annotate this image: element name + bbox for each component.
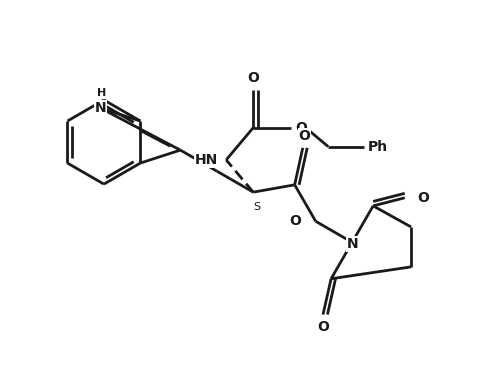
Text: HN: HN (195, 153, 218, 167)
Text: Ph: Ph (368, 140, 388, 154)
Text: N: N (346, 237, 358, 251)
Text: O: O (317, 320, 329, 334)
Text: O: O (247, 71, 259, 85)
Text: O: O (417, 191, 429, 205)
Text: O: O (295, 121, 307, 135)
Text: N: N (95, 101, 106, 115)
Text: S: S (254, 202, 261, 212)
Text: O: O (289, 214, 301, 228)
Text: H: H (97, 88, 107, 99)
Text: O: O (299, 129, 310, 143)
